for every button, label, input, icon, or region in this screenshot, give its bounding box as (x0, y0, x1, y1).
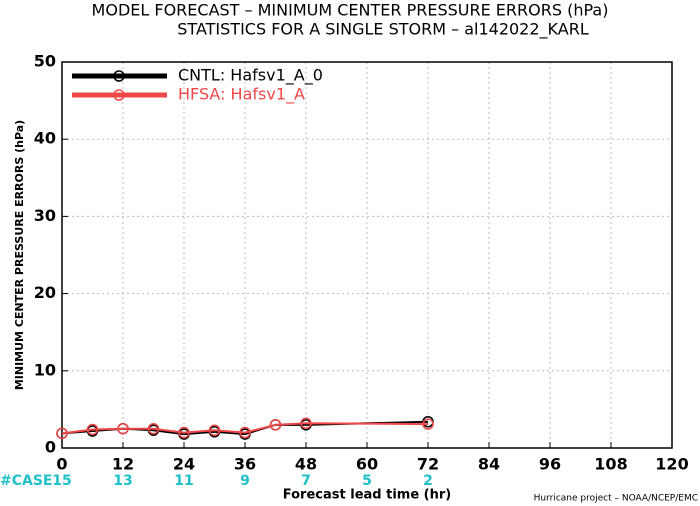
legend-label: CNTL: Hafsv1_A_0 (178, 66, 323, 86)
legend-marker (113, 70, 125, 82)
x-tick-label: 48 (295, 455, 317, 474)
x-tick-label: 0 (56, 455, 67, 474)
case-count: 9 (240, 473, 250, 489)
point (300, 417, 312, 430)
series-line (61, 422, 429, 435)
x-tick-label: 24 (173, 455, 195, 474)
x-tick-label: 60 (356, 455, 378, 474)
legend-label: HFSA: Hafsv1_A (178, 85, 305, 105)
x-tick-label: 12 (112, 455, 134, 474)
y-tick-label: 50 (34, 52, 56, 71)
x-tick-label: 84 (478, 455, 500, 474)
point (86, 423, 99, 436)
case-count: 11 (174, 473, 193, 489)
point (239, 426, 251, 439)
case-label: #CASE (0, 473, 53, 489)
case-count: 7 (301, 473, 311, 489)
x-tick-label: 36 (234, 455, 256, 474)
point (422, 418, 434, 430)
x-tick-label: 72 (417, 455, 439, 474)
footer: Hurricane project – NOAA/NCEP/EMC (534, 494, 698, 504)
case-count: 15 (52, 473, 71, 489)
case-count: 13 (113, 473, 132, 489)
x-tick-label: 96 (539, 455, 561, 474)
case-count: 2 (423, 473, 433, 489)
y-tick-label: 10 (34, 360, 56, 379)
point (56, 427, 68, 440)
y-axis-label: MINIMUM CENTER PRESSURE ERRORS (hPa) (13, 120, 26, 390)
chart-subtitle: STATISTICS FOR A SINGLE STORM – al142022… (177, 20, 589, 40)
x-tick-label: 108 (594, 455, 627, 474)
plot-frame (61, 61, 673, 449)
point (208, 424, 221, 436)
x-axis-label: Forecast lead time (hr) (283, 488, 451, 503)
point (147, 422, 160, 435)
legend-marker (113, 89, 125, 101)
chart-title: MODEL FORECAST – MINIMUM CENTER PRESSURE… (92, 1, 609, 20)
y-tick-label: 40 (34, 129, 56, 148)
y-tick-label: 30 (34, 206, 56, 225)
y-tick-label: 0 (45, 438, 56, 457)
point (117, 422, 129, 435)
case-count: 5 (362, 473, 372, 489)
point (178, 426, 190, 439)
y-tick-label: 20 (34, 283, 56, 302)
point (269, 419, 282, 431)
x-tick-label: 120 (655, 455, 688, 474)
